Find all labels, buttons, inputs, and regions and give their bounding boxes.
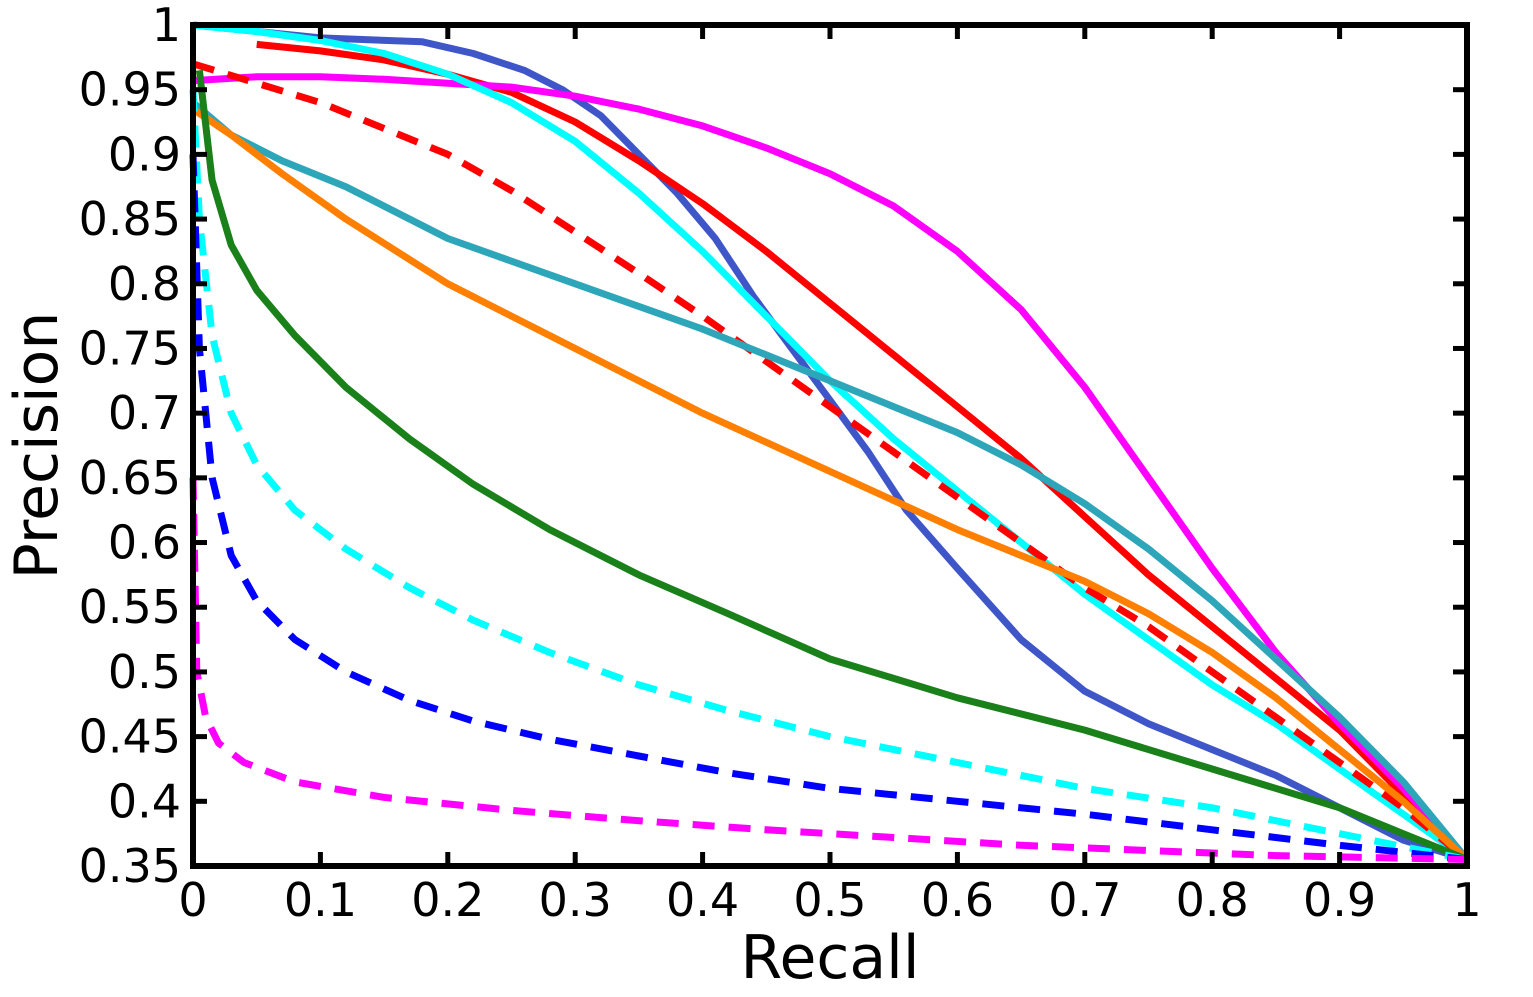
x-tick-label: 0.1 xyxy=(284,873,357,927)
y-tick-label: 0.35 xyxy=(79,839,181,893)
y-tick-label: 0.75 xyxy=(79,321,181,375)
y-tick-label: 0.65 xyxy=(79,451,181,505)
y-tick-label: 0.9 xyxy=(108,127,181,181)
x-tick-label: 0.3 xyxy=(539,873,612,927)
y-tick-label: 0.55 xyxy=(79,580,181,634)
y-tick-label: 0.6 xyxy=(108,516,181,570)
x-tick-label: 0.8 xyxy=(1176,873,1249,927)
series-layer xyxy=(189,21,1470,863)
x-tick-label: 0.5 xyxy=(793,873,866,927)
series-line-8 xyxy=(195,69,1469,863)
y-tick-label: 0.5 xyxy=(108,645,181,699)
y-tick-label: 0.85 xyxy=(79,192,181,246)
series-line-10 xyxy=(189,154,1468,863)
x-tick-label: 0.9 xyxy=(1303,873,1376,927)
y-tick-label: 1 xyxy=(152,0,181,52)
tick-layer: 0 0.1 0.2 0.3 0.4 0.5 0.6 0.7 0.8 0.9 1 0.35 0.4 0.45… xyxy=(79,0,1482,927)
series-line-9 xyxy=(189,89,1468,863)
y-tick-label: 0.8 xyxy=(108,257,181,311)
plot-frame xyxy=(190,22,1470,869)
y-tick-label: 0.95 xyxy=(79,63,181,117)
series-line-7 xyxy=(191,106,1470,863)
y-axis-title: Precision xyxy=(2,312,72,580)
x-axis-title: Recall xyxy=(740,923,919,993)
series-line-2 xyxy=(256,40,1470,862)
x-tick-label: 0.2 xyxy=(411,873,484,927)
x-tick-label: 0.4 xyxy=(666,873,739,927)
y-tick-label: 0.4 xyxy=(108,774,181,828)
x-tick-label: 0.6 xyxy=(921,873,994,927)
x-tick-label: 0 xyxy=(178,873,207,927)
x-tick-label: 1 xyxy=(1452,873,1481,927)
y-tick-label: 0.7 xyxy=(108,386,181,440)
x-tick-label: 0.7 xyxy=(1048,873,1121,927)
series-line-11 xyxy=(189,477,1468,863)
series-line-5 xyxy=(191,60,1470,863)
series-line-3 xyxy=(192,73,1470,862)
y-tick-label: 0.45 xyxy=(79,710,181,764)
series-line-6 xyxy=(190,99,1470,862)
